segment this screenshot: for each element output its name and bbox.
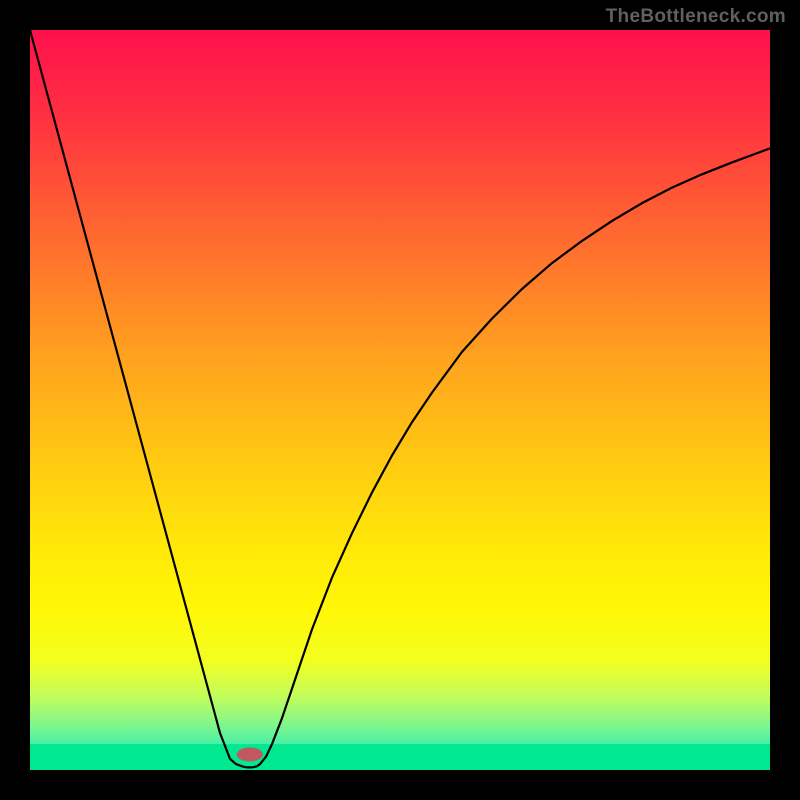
optimal-band xyxy=(30,744,770,770)
chart-svg xyxy=(0,0,800,800)
optimal-point xyxy=(237,747,263,761)
chart-background xyxy=(30,30,770,770)
watermark-text: TheBottleneck.com xyxy=(606,6,786,28)
bottleneck-chart: TheBottleneck.com xyxy=(0,0,800,800)
